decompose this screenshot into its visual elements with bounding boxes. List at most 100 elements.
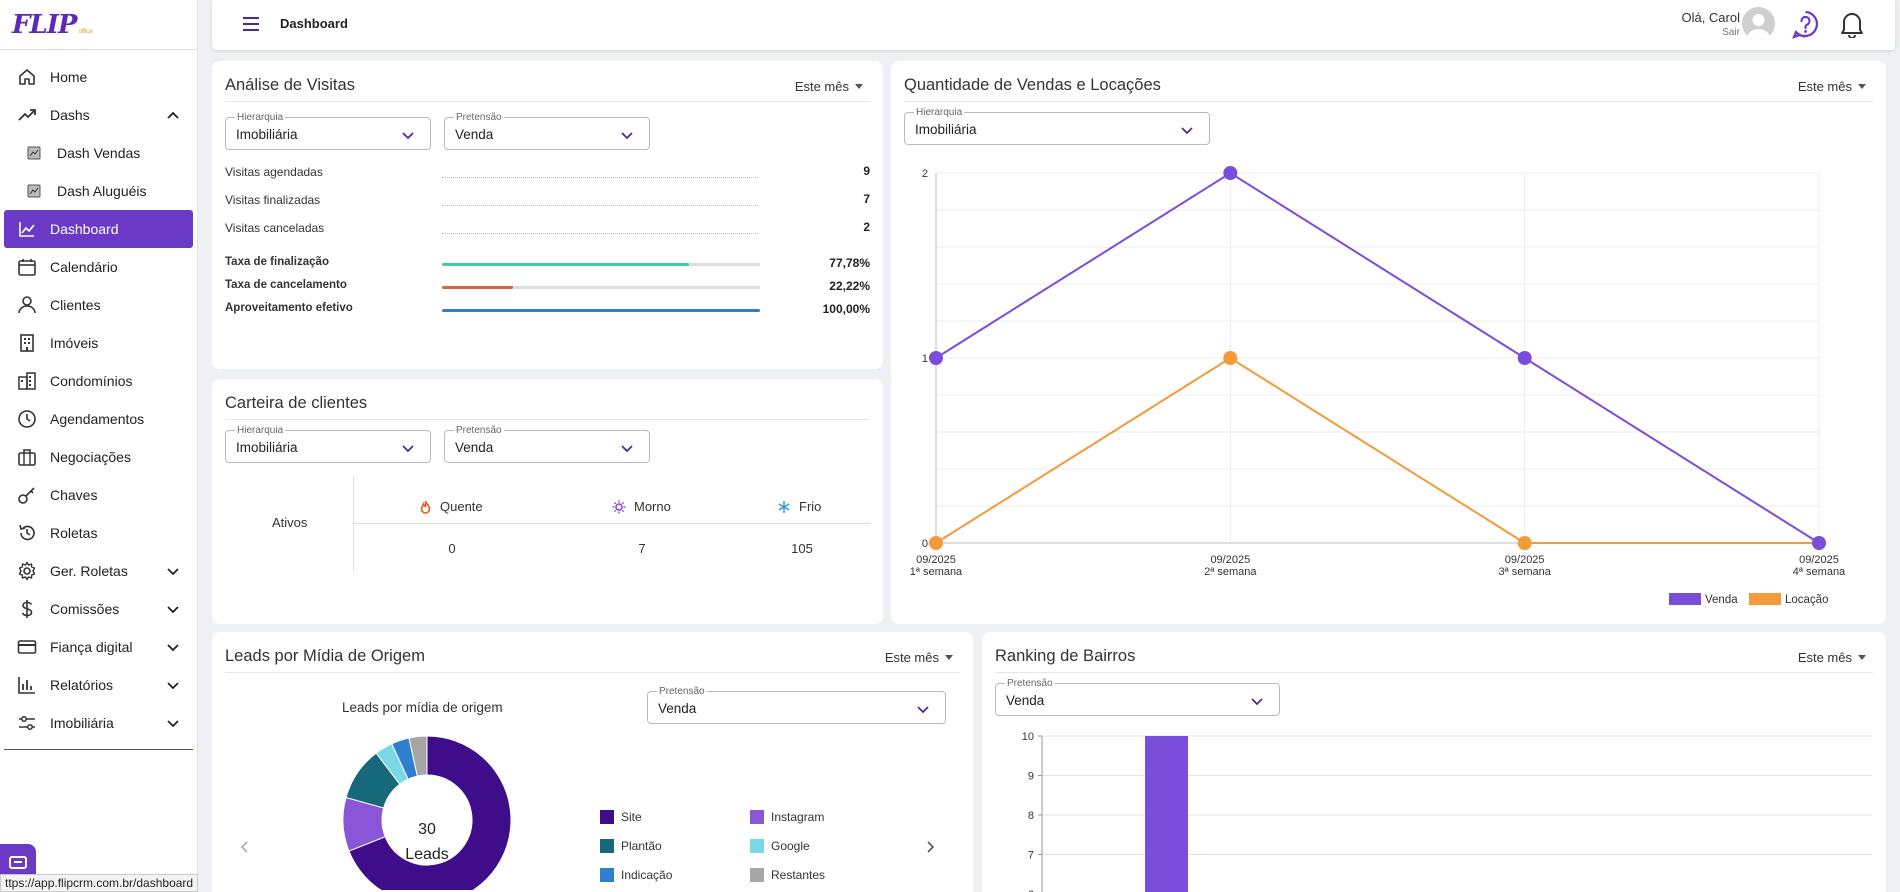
sidebar-item-relatorios[interactable]: Relatórios: [0, 666, 197, 704]
warm-count[interactable]: 7: [638, 541, 646, 556]
chevron-left-icon[interactable]: [239, 840, 251, 854]
legend-item[interactable]: Instagram: [750, 810, 824, 824]
legend-label[interactable]: Locação: [1785, 594, 1828, 606]
sidebar-item-condominios[interactable]: Condomínios: [0, 362, 197, 400]
legend-label: Google: [771, 839, 810, 853]
donut-subtitle: Leads por mídia de origem: [342, 700, 503, 715]
visits-row-value: 7: [863, 192, 870, 206]
chevron-down-icon[interactable]: [165, 639, 181, 655]
chevron-down-icon[interactable]: [165, 563, 181, 579]
sidebar-item-label: Chaves: [50, 487, 98, 503]
period-dropdown[interactable]: Este mês: [885, 650, 953, 665]
select-value: Venda: [455, 127, 494, 142]
data-point[interactable]: [1223, 166, 1238, 180]
sidebar-item-imobiliaria[interactable]: Imobiliária: [0, 704, 197, 742]
data-point[interactable]: [929, 351, 943, 365]
hierarquia-select[interactable]: Hierarquia Imobiliária: [904, 107, 1210, 145]
hot-count[interactable]: 0: [448, 541, 456, 556]
visits-row-label: Visitas canceladas: [225, 221, 325, 235]
y-tick-label: 9: [1028, 771, 1034, 783]
rate-progress-fill: [442, 309, 760, 312]
select-label: Pretensão: [657, 686, 707, 697]
sidebar-item-calendario[interactable]: Calendário: [0, 248, 197, 286]
sidebar-item-fianca-digital[interactable]: Fiança digital: [0, 628, 197, 666]
legend-item[interactable]: Google: [750, 839, 810, 853]
y-tick-label: 2: [922, 168, 928, 180]
legend-swatch: [600, 810, 614, 824]
user-avatar-icon: [1747, 14, 1770, 40]
sidebar-item-dash-alugueis[interactable]: Dash Aluguéis: [0, 172, 197, 210]
legend-item[interactable]: Restantes: [750, 868, 825, 882]
legend-item[interactable]: Site: [600, 810, 642, 824]
leads-by-source-card: Leads por Mídia de Origem Este mês Leads…: [212, 632, 973, 892]
x-tick-label: 2ª semana: [1204, 566, 1257, 578]
period-dropdown[interactable]: Este mês: [795, 79, 863, 94]
legend-item[interactable]: Plantão: [600, 839, 662, 853]
avatar[interactable]: [1742, 7, 1775, 40]
hamburger-menu-icon[interactable]: [242, 16, 260, 32]
chevron-down-icon[interactable]: [165, 677, 181, 693]
divider: [995, 672, 1873, 673]
cold-count[interactable]: 105: [791, 541, 813, 556]
sidebar-item-label: Dash Vendas: [57, 145, 141, 161]
sidebar-item-dashboard[interactable]: Dashboard: [4, 210, 193, 248]
chevron-down-icon[interactable]: [165, 601, 181, 617]
chevron-down-icon[interactable]: [165, 715, 181, 731]
sidebar-item-home[interactable]: Home: [0, 58, 197, 96]
pretensao-select[interactable]: Pretensão Venda: [995, 678, 1280, 716]
help-icon[interactable]: [1791, 10, 1820, 39]
sidebar-item-label: Calendário: [50, 259, 118, 275]
logo[interactable]: FLIP office: [0, 0, 197, 50]
data-point[interactable]: [929, 536, 943, 550]
sidebar-item-ger-roletas[interactable]: Ger. Roletas: [0, 552, 197, 590]
sidebar-item-chaves[interactable]: Chaves: [0, 476, 197, 514]
hierarquia-select[interactable]: Hierarquia Imobiliária: [225, 425, 431, 463]
sidebar-item-agendamentos[interactable]: Agendamentos: [0, 400, 197, 438]
donut-center-value: 30: [418, 821, 436, 838]
sidebar-item-dashs[interactable]: Dashs: [0, 96, 197, 134]
line-chart-icon: [19, 222, 35, 237]
rate-progress-bar: [442, 309, 760, 312]
rate-value: 22,22%: [829, 279, 870, 293]
legend-label: Plantão: [621, 839, 662, 853]
chart-thumb-icon: [27, 184, 41, 198]
sidebar-item-comissoes[interactable]: Comissões: [0, 590, 197, 628]
pretensao-select[interactable]: Pretensão Venda: [444, 112, 650, 150]
sidebar-item-roletas[interactable]: Roletas: [0, 514, 197, 552]
pretensao-select[interactable]: Pretensão Venda: [647, 686, 946, 724]
data-point[interactable]: [1223, 351, 1238, 365]
legend-item[interactable]: Indicação: [600, 868, 672, 882]
legend-swatch: [750, 839, 764, 853]
card-icon: [17, 640, 37, 654]
sidebar-item-clientes[interactable]: Clientes: [0, 286, 197, 324]
sidebar-item-imoveis[interactable]: Imóveis: [0, 324, 197, 362]
data-point[interactable]: [1517, 351, 1532, 365]
legend-label: Instagram: [771, 810, 825, 824]
legend-label: Indicação: [621, 868, 673, 882]
top-header: Dashboard Olá, Carol Sair: [212, 0, 1895, 50]
cold-column-header: Frio: [777, 499, 821, 514]
period-label: Este mês: [1797, 79, 1852, 94]
legend-label[interactable]: Venda: [1705, 594, 1738, 606]
data-point[interactable]: [1812, 536, 1826, 550]
chevron-right-icon[interactable]: [924, 840, 936, 854]
divider: [225, 101, 870, 102]
donut-slice[interactable]: [408, 735, 428, 777]
sidebar-item-dash-vendas[interactable]: Dash Vendas: [0, 134, 197, 172]
period-dropdown[interactable]: Este mês: [1798, 79, 1866, 94]
bell-icon[interactable]: [1839, 10, 1865, 38]
sidebar-nav: Home Dashs Dash Vendas Dash Aluguéis Dashboa…: [0, 50, 197, 742]
chevron-up-icon[interactable]: [165, 107, 181, 123]
select-value: Imobiliária: [236, 127, 298, 142]
hierarquia-select[interactable]: Hierarquia Imobiliária: [225, 112, 431, 150]
logout-link[interactable]: Sair: [1722, 27, 1740, 38]
pretensao-select[interactable]: Pretensão Venda: [444, 425, 650, 463]
sidebar-item-label: Agendamentos: [50, 411, 145, 427]
ranking-bar[interactable]: [1145, 736, 1188, 892]
data-point[interactable]: [1517, 536, 1532, 550]
sales-rentals-card: Quantidade de Vendas e Locações Este mês…: [891, 61, 1886, 624]
dollar-icon: [21, 600, 33, 618]
period-dropdown[interactable]: Este mês: [1798, 650, 1866, 665]
sidebar-item-negociacoes[interactable]: Negociações: [0, 438, 197, 476]
donut-slice[interactable]: [348, 735, 512, 890]
